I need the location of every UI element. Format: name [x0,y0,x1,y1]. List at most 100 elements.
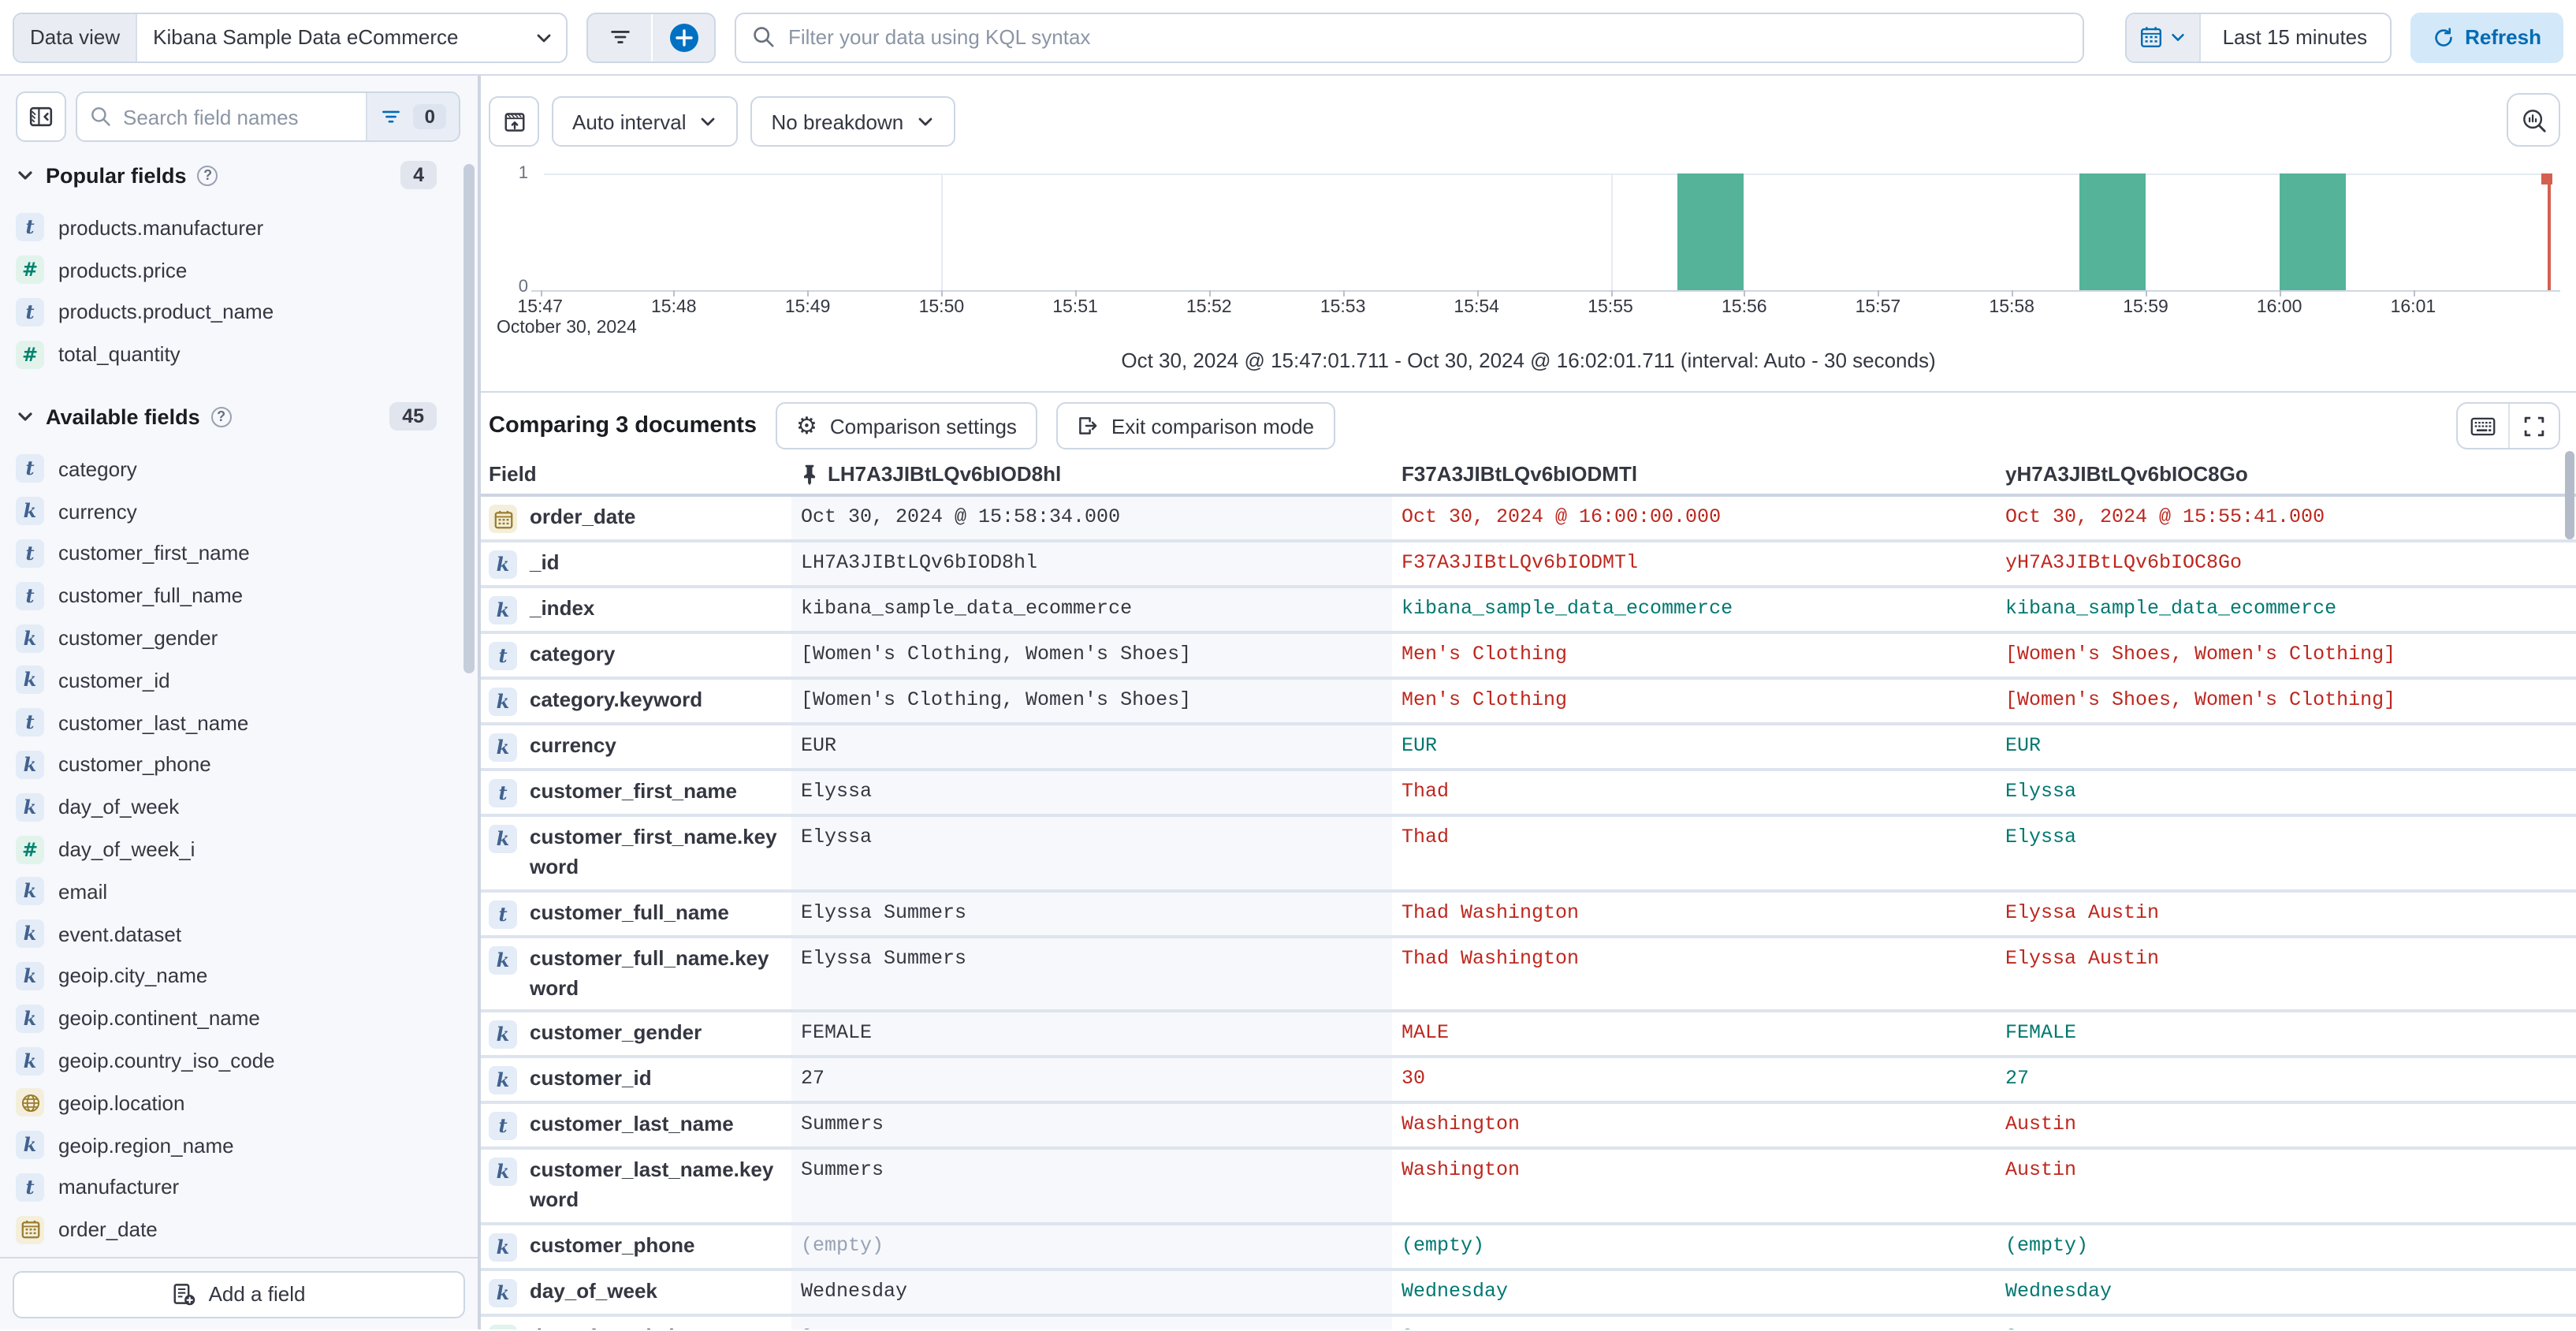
breakdown-dropdown[interactable]: No breakdown [750,96,956,147]
value-cell[interactable]: (empty) [2005,1235,2089,1258]
value-cell[interactable]: Elyssa [791,771,1392,814]
value-cell[interactable]: kibana_sample_data_ecommerce [2005,598,2337,620]
sidebar-field-customer_id[interactable]: k customer_id [0,659,459,702]
refresh-button[interactable]: Refresh [2410,12,2563,62]
data-view-picker[interactable]: Data view Kibana Sample Data eCommerce [13,12,568,62]
field-cell[interactable]: k _index [481,588,791,631]
value-cell[interactable]: (empty) [1402,1235,1485,1258]
sidebar-field-email[interactable]: k email [0,871,459,913]
histogram-bar[interactable] [1677,173,1744,290]
sidebar-field-event.dataset[interactable]: k event.dataset [0,913,459,956]
field-cell[interactable]: order_date [481,497,791,539]
value-cell[interactable]: Washington [1402,1159,1521,1182]
value-cell[interactable]: Elyssa Summers [791,892,1392,935]
exit-comparison-button[interactable]: Exit comparison mode [1055,402,1335,449]
time-picker-menu-button[interactable] [2126,13,2201,61]
value-cell[interactable]: Austin [2005,1113,2077,1136]
add-filter-plus-button[interactable] [651,13,714,61]
kql-search-bar[interactable] [735,12,2084,62]
value-cell[interactable]: Wednesday [791,1271,1392,1314]
sidebar-field-customer_gender[interactable]: k customer_gender [0,617,459,659]
edit-visualization-button[interactable] [489,96,539,147]
comparison-settings-button[interactable]: ⚙ Comparison settings [776,402,1037,449]
value-cell[interactable]: [Women's Clothing, Women's Shoes] [791,634,1392,677]
value-cell[interactable]: [Women's Shoes, Women's Clothing] [2005,689,2396,711]
sidebar-field-geoip.location[interactable]: geoip.location [0,1082,459,1124]
value-cell[interactable]: 30 [1402,1068,1426,1091]
field-column-header[interactable]: Field [481,462,791,486]
value-cell[interactable]: Oct 30, 2024 @ 15:58:34.000 [791,497,1392,539]
sidebar-field-order_date[interactable]: order_date [0,1209,459,1251]
fullscreen-button[interactable] [2508,404,2559,448]
field-cell[interactable]: k day_of_week [481,1271,791,1314]
value-cell[interactable]: [Women's Shoes, Women's Clothing] [2005,643,2396,666]
doc-column-header[interactable]: yH7A3JIBtLQv6bIOC8Go [1996,462,2576,486]
sidebar-field-geoip.country_iso_code[interactable]: k geoip.country_iso_code [0,1039,459,1082]
value-cell[interactable]: Thad [1402,826,1450,848]
value-cell[interactable]: Elyssa Summers [791,938,1392,1010]
value-cell[interactable]: F37A3JIBtLQv6bIODMTl [1402,552,1639,574]
value-cell[interactable]: Wednesday [1402,1281,1509,1303]
sidebar-field-geoip.region_name[interactable]: k geoip.region_name [0,1124,459,1167]
value-cell[interactable]: 2 [1996,1317,2576,1329]
sidebar-field-customer_phone[interactable]: k customer_phone [0,744,459,786]
value-cell[interactable]: kibana_sample_data_ecommerce [1402,598,1733,620]
value-cell[interactable]: (empty) [791,1225,1392,1269]
sidebar-field-products.manufacturer[interactable]: t products.manufacturer [0,207,459,249]
add-filter-button[interactable] [588,13,651,61]
value-cell[interactable]: EUR [791,725,1392,768]
field-search-input[interactable] [123,105,354,129]
popular-fields-header[interactable]: Popular fields ? 4 [16,161,437,189]
sidebar-scrollbar[interactable] [463,164,475,673]
sidebar-field-customer_first_name[interactable]: t customer_first_name [0,532,459,575]
time-range-value[interactable]: Last 15 minutes [2222,25,2368,49]
add-field-button[interactable]: Add a field [13,1270,465,1318]
field-cell[interactable]: # day_of_week_i [481,1317,791,1329]
value-cell[interactable]: Elyssa [791,817,1392,889]
field-cell[interactable]: k customer_id [481,1059,791,1102]
field-cell[interactable]: t customer_last_name [481,1105,791,1147]
sidebar-field-geoip.continent_name[interactable]: k geoip.continent_name [0,997,459,1040]
value-cell[interactable]: Elyssa Austin [2005,901,2160,924]
kql-search-input[interactable] [788,25,2067,49]
value-cell[interactable]: 2 [791,1317,1392,1329]
field-cell[interactable]: k category.keyword [481,680,791,722]
value-cell[interactable]: Elyssa [2005,826,2077,848]
value-cell[interactable]: 27 [791,1058,1392,1102]
sidebar-field-currency[interactable]: k currency [0,490,459,533]
field-cell[interactable]: k currency [481,725,791,768]
value-cell[interactable]: Thad Washington [1402,947,1580,970]
current-time-marker-handle[interactable] [2541,173,2552,185]
value-cell[interactable]: Elyssa Austin [2005,947,2160,970]
field-cell[interactable]: k customer_phone [481,1225,791,1268]
value-cell[interactable]: [Women's Clothing, Women's Shoes] [791,680,1392,722]
value-cell[interactable]: Thad Washington [1402,901,1580,924]
value-cell[interactable]: Austin [2005,1159,2077,1182]
sidebar-field-customer_full_name[interactable]: t customer_full_name [0,575,459,617]
collapse-sidebar-button[interactable] [16,91,66,142]
sidebar-field-geoip.city_name[interactable]: k geoip.city_name [0,955,459,997]
value-cell[interactable]: Summers [791,1150,1392,1223]
sidebar-field-day_of_week_i[interactable]: # day_of_week_i [0,828,459,871]
field-cell[interactable]: k customer_first_name.keyword [481,817,791,889]
keyboard-shortcuts-button[interactable] [2458,404,2508,448]
field-cell[interactable]: k customer_last_name.keyword [481,1150,791,1222]
value-cell[interactable]: 2 [1392,1317,1996,1329]
table-scrollbar[interactable] [2565,451,2574,539]
value-cell[interactable]: Thad [1402,781,1450,803]
value-cell[interactable]: Summers [791,1104,1392,1147]
histogram-bar[interactable] [2279,173,2347,290]
sidebar-field-products.price[interactable]: # products.price [0,249,459,292]
sidebar-field-day_of_week[interactable]: k day_of_week [0,786,459,829]
field-cell[interactable]: t customer_first_name [481,771,791,814]
value-cell[interactable]: kibana_sample_data_ecommerce [791,588,1392,631]
field-filter-button[interactable]: 0 [366,93,459,140]
value-cell[interactable]: Washington [1402,1113,1521,1136]
value-cell[interactable]: Men's Clothing [1402,689,1568,711]
sidebar-field-total_quantity[interactable]: # total_quantity [0,334,459,376]
field-cell[interactable]: t customer_full_name [481,892,791,934]
value-cell[interactable]: EUR [2005,735,2042,757]
value-cell[interactable]: Men's Clothing [1402,643,1568,666]
histogram-bar[interactable] [2079,173,2146,290]
value-cell[interactable]: Elyssa [2005,781,2077,803]
